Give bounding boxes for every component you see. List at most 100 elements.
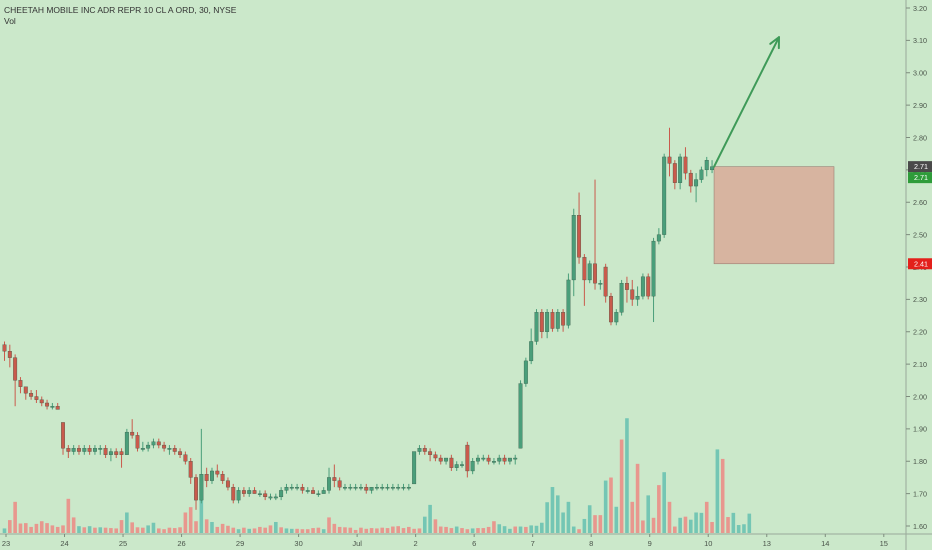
- volume-bar: [524, 526, 528, 533]
- volume-bar: [534, 525, 539, 533]
- time-tick-label: 13: [763, 539, 771, 548]
- candle: [257, 490, 262, 497]
- volume-bar: [61, 525, 65, 533]
- volume-bar: [742, 524, 746, 533]
- candle: [550, 309, 555, 332]
- volume-bar: [45, 523, 49, 533]
- candle-body: [481, 457, 486, 460]
- candle-body: [18, 380, 23, 387]
- candle-body: [502, 457, 507, 462]
- candle-body: [587, 263, 592, 281]
- volume-bar: [316, 527, 321, 533]
- candle-body: [268, 496, 273, 499]
- volume-bar: [407, 526, 411, 533]
- candle: [534, 309, 539, 345]
- candle: [353, 483, 358, 491]
- candle-body: [518, 383, 523, 449]
- volume-bar: [151, 522, 156, 533]
- candle: [444, 457, 449, 465]
- candle-body: [316, 493, 321, 495]
- candle: [667, 127, 672, 177]
- candle-body: [337, 480, 342, 488]
- candle-body: [311, 490, 316, 494]
- candle-body: [438, 457, 443, 462]
- volume-bar: [385, 528, 390, 533]
- volume-bar: [465, 529, 470, 533]
- candle: [156, 438, 161, 449]
- candle: [369, 486, 374, 494]
- candle: [119, 448, 124, 468]
- candle: [529, 328, 534, 365]
- volume-bar: [141, 527, 145, 533]
- volume-bar: [731, 512, 736, 533]
- volume-bar: [508, 528, 512, 533]
- candle-body: [114, 451, 119, 455]
- volume-bar: [39, 521, 44, 533]
- volume-bar: [220, 523, 225, 533]
- candle-body: [710, 166, 715, 171]
- candle-body: [156, 441, 161, 446]
- volume-bar: [204, 519, 209, 533]
- candle-body: [45, 402, 50, 407]
- volume-bar: [321, 529, 326, 533]
- volume-bar: [55, 526, 60, 533]
- volume-bar: [125, 512, 129, 533]
- candle-body: [39, 399, 44, 404]
- volume-bar: [433, 519, 438, 533]
- candle-body: [406, 486, 411, 489]
- symbol-title[interactable]: CHEETAH MOBILE INC ADR REPR 10 CL A ORD,…: [4, 5, 237, 15]
- volume-bar: [603, 480, 608, 533]
- volume-bar: [29, 526, 33, 533]
- volume-bar: [210, 521, 214, 533]
- candle: [273, 493, 278, 501]
- candle-body: [412, 451, 417, 485]
- volume-bar: [391, 526, 395, 533]
- candle: [577, 192, 582, 264]
- candle-body: [523, 360, 528, 384]
- candle-body: [66, 448, 71, 452]
- price-tick-label: 3.00: [913, 69, 927, 78]
- candle: [140, 441, 145, 452]
- candle: [124, 428, 129, 455]
- volume-bar: [359, 527, 363, 533]
- price-tick-label: 1.70: [913, 489, 927, 498]
- candle-body: [561, 312, 566, 326]
- candle-body: [151, 441, 156, 446]
- candle: [321, 487, 326, 494]
- volume-bar: [87, 526, 92, 533]
- candle-body: [470, 461, 475, 472]
- volume-bar: [673, 526, 677, 533]
- candle-body: [428, 451, 433, 455]
- candle-body: [662, 156, 667, 235]
- volume-bar: [566, 501, 571, 533]
- candle: [491, 458, 496, 465]
- candle: [199, 428, 204, 504]
- candle-body: [614, 312, 619, 323]
- price-tick-label: 2.30: [913, 295, 927, 304]
- candle: [704, 156, 709, 177]
- candle-body: [199, 474, 204, 501]
- candle: [481, 454, 486, 462]
- candle: [662, 153, 667, 238]
- candle-body: [300, 486, 305, 491]
- candle-body: [305, 490, 310, 492]
- candle: [300, 483, 305, 494]
- candles: [2, 127, 715, 510]
- candle-body: [92, 448, 97, 452]
- volume-bar: [449, 528, 454, 533]
- candle: [263, 490, 268, 501]
- candle: [449, 454, 454, 471]
- candle-body: [449, 457, 454, 468]
- candle-body: [225, 480, 230, 488]
- candle-body: [460, 464, 464, 466]
- projection-arrow-line: [713, 36, 780, 168]
- volume-bar: [2, 528, 7, 533]
- volume-bar: [529, 525, 533, 533]
- candle: [364, 483, 369, 494]
- volume-bar: [688, 519, 693, 533]
- candle-body: [77, 448, 81, 452]
- candle-body: [55, 406, 60, 410]
- volume-bar: [550, 487, 555, 533]
- volume-indicator-label[interactable]: Vol: [4, 16, 16, 26]
